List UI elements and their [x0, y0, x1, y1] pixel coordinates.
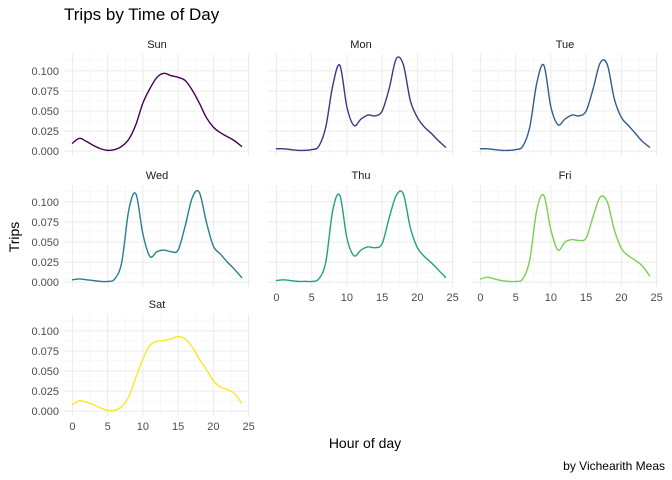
facet-strip-label: Mon [350, 39, 371, 51]
x-axis-title: Hour of day [329, 435, 401, 451]
y-tick-label: 0.100 [31, 197, 59, 209]
x-tick-label: 0 [273, 292, 279, 304]
x-tick-label: 10 [545, 292, 557, 304]
x-tick-label: 20 [411, 292, 423, 304]
facet-panels: Sun 0.000 0.025 0.050 0.075 0.100 Mon Tue Wed 0.0… [31, 39, 662, 433]
y-tick-label: 0.075 [31, 217, 59, 229]
series-line-tue [479, 59, 651, 152]
y-tick-label: 0.050 [31, 106, 59, 118]
x-tick-label: 20 [615, 292, 627, 304]
y-tick-label: 0.025 [31, 257, 59, 269]
facet-panel-sat: Sat 0.000 0.025 0.050 0.075 0.100 0 5 10 15 20 25 [31, 299, 254, 433]
facet-panel-tue: Tue [472, 39, 658, 156]
x-tick-label: 25 [446, 292, 458, 304]
x-tick-label: 15 [376, 292, 388, 304]
x-tick-label: 0 [477, 292, 483, 304]
x-tick-label: 15 [172, 421, 184, 433]
facet-strip-label: Sun [147, 39, 167, 51]
x-tick-label: 20 [207, 421, 219, 433]
x-tick-label: 10 [137, 421, 149, 433]
y-axis-title: Trips [6, 222, 22, 253]
facet-strip-label: Tue [556, 39, 575, 51]
x-tick-label: 25 [242, 421, 254, 433]
facet-panel-fri: Fri 0 5 10 15 20 25 [472, 170, 663, 304]
y-tick-label: 0.075 [31, 86, 59, 98]
facet-strip-label: Wed [146, 170, 168, 182]
series-line-sat [71, 335, 243, 412]
y-tick-label: 0.100 [31, 326, 59, 338]
x-tick-label: 0 [69, 421, 75, 433]
series-line-sun [71, 72, 243, 152]
chart-caption: by Vichearith Meas [563, 459, 665, 473]
x-tick-label: 5 [105, 421, 111, 433]
facet-panel-sun: Sun 0.000 0.025 0.050 0.075 0.100 [31, 39, 250, 158]
y-tick-label: 0.000 [31, 146, 59, 158]
facet-strip-label: Fri [559, 170, 572, 182]
facet-panel-mon: Mon [268, 39, 454, 156]
chart-title: Trips by Time of Day [64, 5, 220, 24]
series-line-mon [275, 56, 447, 152]
x-tick-label: 15 [580, 292, 592, 304]
y-tick-label: 0.075 [31, 346, 59, 358]
y-tick-label: 0.050 [31, 366, 59, 378]
x-tick-label: 10 [341, 292, 353, 304]
facet-panel-thu: Thu 0 5 10 15 20 25 [268, 170, 459, 304]
facet-strip-label: Thu [352, 170, 371, 182]
y-tick-label: 0.100 [31, 66, 59, 78]
facet-panel-wed: Wed 0.000 0.025 0.050 0.075 0.100 [31, 170, 250, 289]
facet-strip-label: Sat [149, 299, 166, 311]
y-tick-label: 0.025 [31, 126, 59, 138]
x-tick-label: 5 [309, 292, 315, 304]
series-line-thu [275, 190, 447, 283]
y-tick-label: 0.050 [31, 237, 59, 249]
y-tick-label: 0.025 [31, 386, 59, 398]
x-tick-label: 25 [650, 292, 662, 304]
series-line-wed [71, 189, 243, 283]
y-tick-label: 0.000 [31, 277, 59, 289]
x-tick-label: 5 [513, 292, 519, 304]
y-tick-label: 0.000 [31, 406, 59, 418]
series-line-fri [479, 193, 651, 283]
